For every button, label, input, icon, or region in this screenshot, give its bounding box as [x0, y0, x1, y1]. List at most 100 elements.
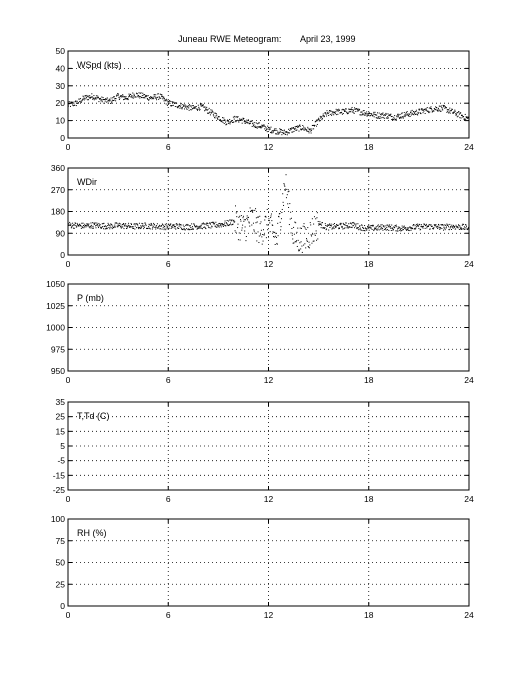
wspd-ytick-label: 40 [56, 63, 66, 73]
wdir-point [302, 254, 304, 256]
wdir-point [297, 227, 299, 229]
temperature-ytick-label: 25 [56, 412, 66, 422]
wspd-point [331, 113, 333, 115]
wdir-point [140, 227, 142, 229]
wspd-point [455, 113, 457, 115]
wdir-point [77, 225, 79, 227]
wspd-point [403, 112, 405, 114]
wspd-point [182, 104, 184, 106]
wdir-point [375, 227, 377, 229]
wspd-point [308, 130, 310, 132]
wdir-point [279, 213, 281, 215]
rh-xtick-label: 0 [66, 610, 71, 620]
wdir-point [274, 243, 276, 245]
wspd-point [160, 94, 162, 96]
wspd-point [219, 119, 221, 121]
wdir-point [120, 225, 122, 227]
wspd-point [343, 109, 345, 111]
wspd-point [349, 110, 351, 112]
wspd-point [364, 112, 366, 114]
wspd-point [369, 114, 371, 116]
wdir-point [189, 225, 191, 227]
wspd-point [334, 112, 336, 114]
wdir-point [312, 233, 314, 235]
wspd-point [280, 131, 282, 133]
wspd-point [369, 113, 371, 115]
wdir-point [262, 240, 264, 242]
wdir-point [262, 233, 264, 235]
wdir-point [226, 219, 228, 221]
wdir-point [249, 207, 251, 209]
wdir-point [74, 224, 76, 226]
wdir-point [285, 174, 287, 176]
wspd-point [396, 115, 398, 117]
wspd-point [384, 114, 386, 116]
wspd-point [228, 121, 230, 123]
wdir-point [339, 223, 341, 225]
wdir-point [421, 225, 423, 227]
wdir-point [425, 225, 427, 227]
wspd-point [449, 112, 451, 114]
wspd-point [258, 122, 260, 124]
wspd-point [446, 109, 448, 111]
wdir-point [137, 226, 139, 228]
wspd-point [389, 114, 391, 116]
wdir-point [325, 229, 327, 231]
wdir-point [328, 224, 330, 226]
wspd-point [281, 129, 283, 131]
wspd-point [265, 129, 267, 131]
wspd-point [298, 126, 300, 128]
wspd-point [92, 98, 94, 100]
wdir-point [325, 224, 327, 226]
wspd-point [265, 127, 267, 129]
wspd-point [355, 108, 357, 110]
wspd-point [414, 111, 416, 113]
wdir-point [290, 217, 292, 219]
wdir-point [312, 240, 314, 242]
wdir-point [101, 226, 103, 228]
wspd-point [295, 127, 297, 129]
wspd-point [174, 106, 176, 108]
wspd-point [455, 113, 457, 115]
wdir-point [352, 224, 354, 226]
wspd-xtick-label: 12 [264, 142, 274, 152]
wspd-point [268, 129, 270, 131]
wspd-point [262, 124, 264, 126]
wspd-point [301, 128, 303, 130]
wdir-point [124, 225, 126, 227]
wspd-point [452, 112, 454, 114]
wdir-point [136, 223, 138, 225]
wspd-point [145, 94, 147, 96]
pressure-label: P (mb) [77, 293, 104, 303]
wdir-point [390, 227, 392, 229]
wspd-point [293, 128, 295, 130]
wspd-point [171, 100, 173, 102]
wspd-point [299, 124, 301, 126]
wdir-series [67, 174, 470, 256]
wdir-point [376, 229, 378, 231]
wspd-point [257, 123, 259, 125]
wdir-point [227, 223, 229, 225]
wdir-point [444, 224, 446, 226]
wdir-point [87, 223, 89, 225]
wspd-point [100, 97, 102, 99]
wspd-point [406, 114, 408, 116]
wdir-point [148, 223, 150, 225]
wdir-point [304, 243, 306, 245]
wdir-point [90, 225, 92, 227]
wdir-point [196, 227, 198, 229]
wspd-point [359, 108, 361, 110]
wdir-point [121, 223, 123, 225]
wspd-point [443, 105, 445, 107]
wdir-point [438, 224, 440, 226]
wdir-point [363, 230, 365, 232]
wdir-point [211, 225, 213, 227]
wspd-point [381, 116, 383, 118]
wspd-point [203, 106, 205, 108]
wdir-point [231, 219, 233, 221]
wdir-point [108, 224, 110, 226]
wdir-point [407, 229, 409, 231]
wdir-point [98, 225, 100, 227]
wdir-point [179, 223, 181, 225]
wspd-point [164, 99, 166, 101]
